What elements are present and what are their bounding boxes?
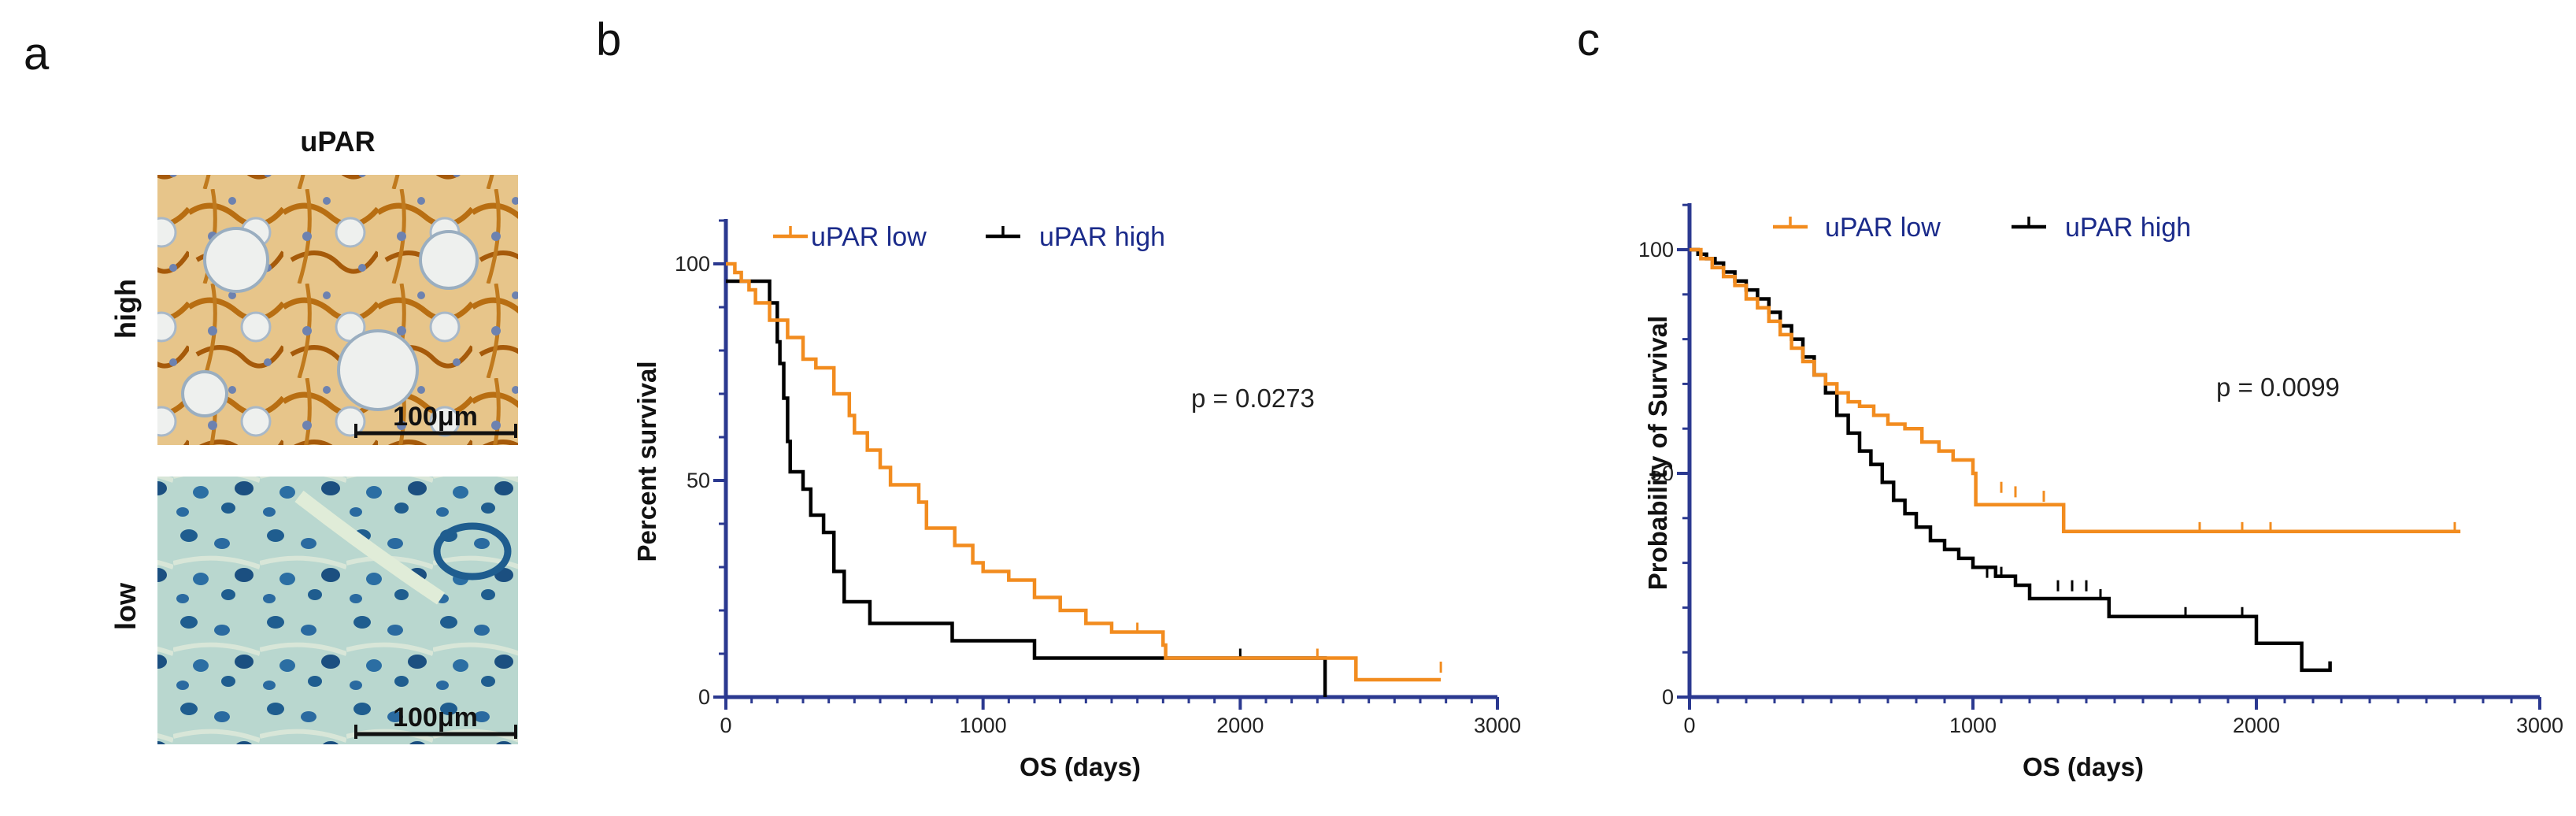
x-tick-label-b: 0 — [720, 714, 731, 737]
x-tick-label-b: 1000 — [960, 714, 1007, 737]
x-tick-label-c: 2000 — [2233, 714, 2280, 737]
x-tick-label-b: 3000 — [1474, 714, 1521, 737]
p-value-annotation-b: p = 0.0273 — [1191, 384, 1315, 413]
micrograph-panel: uPAR high low 100μm 100μm — [109, 125, 518, 744]
panel-c-letter: c — [1577, 14, 1600, 65]
legend-label-b-high: uPAR high — [1039, 222, 1165, 252]
micrograph-row-label-high: high — [109, 279, 142, 339]
survival-curve-b-high — [726, 279, 1327, 697]
survival-curve-b-low — [726, 261, 1442, 682]
micrograph-title: uPAR — [300, 125, 375, 158]
x-tick-label-c: 1000 — [1949, 714, 1997, 737]
y-tick-label-c: 0 — [1662, 685, 1674, 709]
survival-curve-c-high — [1690, 247, 2332, 673]
legend-label-c-high: uPAR high — [2065, 213, 2191, 243]
scale-label-low: 100μm — [393, 703, 478, 733]
micrograph-low-scale-bar: 100μm — [354, 703, 517, 739]
survival-curve-c-low — [1690, 247, 2461, 534]
y-axis-title-b: Percent survival — [632, 362, 661, 562]
x-axis-title-c: OS (days) — [2023, 752, 2144, 781]
micrograph-high-image — [157, 175, 518, 445]
legend-label-c-low: uPAR low — [1825, 213, 1941, 243]
micrograph-high-scale-bar: 100μm — [354, 402, 517, 438]
p-value-annotation-c: p = 0.0099 — [2216, 373, 2340, 402]
x-tick-label-c: 0 — [1683, 714, 1695, 737]
panel-b-letter: b — [596, 14, 621, 65]
panel-a-letter: a — [24, 28, 50, 80]
x-axis-title-b: OS (days) — [1020, 752, 1141, 781]
y-tick-label-c: 100 — [1638, 238, 1674, 261]
x-tick-label-c: 3000 — [2516, 714, 2563, 737]
micrograph-row-label-low: low — [109, 582, 142, 630]
y-axis-title-c: Probability of Survival — [1643, 316, 1672, 590]
y-tick-label-b: 50 — [687, 469, 710, 492]
y-tick-label-b: 100 — [675, 252, 710, 276]
legend-label-b-low: uPAR low — [811, 222, 927, 252]
y-tick-label-c: 50 — [1650, 462, 1674, 485]
x-tick-label-b: 2000 — [1216, 714, 1264, 737]
y-tick-label-b: 0 — [698, 685, 710, 709]
micrograph-low-image — [157, 477, 518, 744]
scale-label-high: 100μm — [393, 402, 478, 432]
